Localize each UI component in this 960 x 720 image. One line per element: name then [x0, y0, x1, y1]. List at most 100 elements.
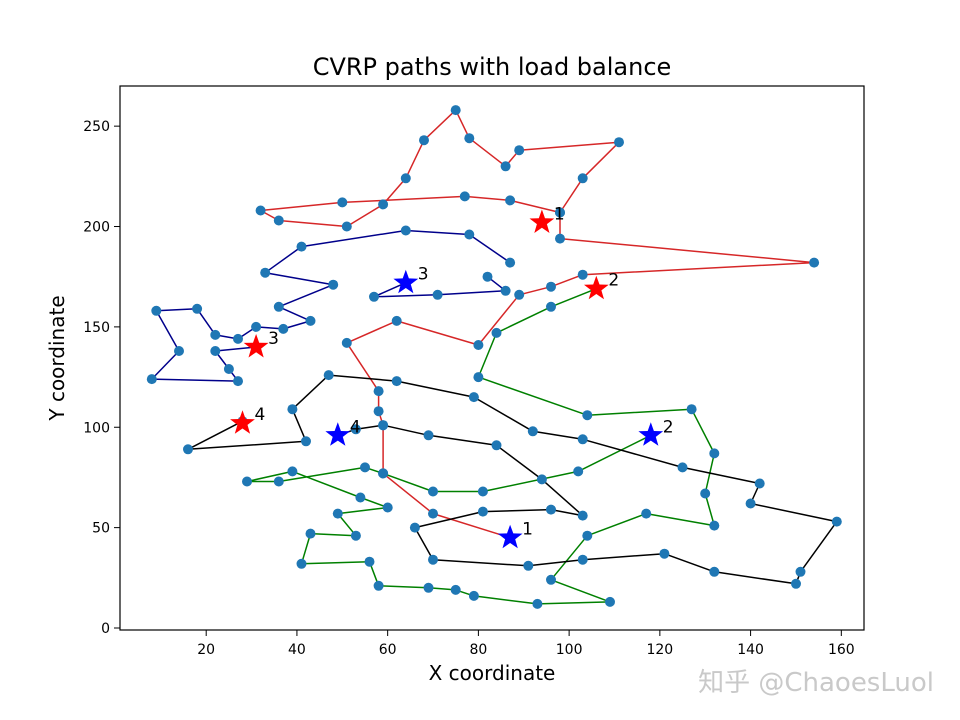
customer-point: [428, 554, 438, 565]
x-tick-label: 60: [379, 642, 397, 658]
customer-point: [423, 430, 434, 441]
y-tick-label: 250: [83, 119, 110, 135]
x-tick-label: 20: [197, 642, 215, 658]
depot-star: [497, 524, 523, 549]
customer-point: [546, 504, 556, 515]
customer-point: [809, 257, 820, 268]
x-tick-label: 40: [288, 642, 306, 658]
y-tick-label: 150: [83, 320, 110, 336]
depot-label: 2: [608, 271, 619, 291]
customer-point: [233, 333, 243, 344]
depot-label: 3: [268, 329, 279, 349]
routes-layer: [151, 109, 838, 605]
customer-point: [795, 566, 806, 577]
customer-point: [305, 528, 316, 539]
customer-point: [278, 323, 289, 334]
customer-point: [328, 279, 339, 290]
depot-label: 1: [554, 205, 565, 225]
customer-point: [450, 105, 461, 116]
customer-point: [373, 406, 384, 417]
customer-point: [477, 486, 488, 497]
customer-point: [428, 508, 438, 519]
customer-point: [192, 303, 203, 314]
y-tick-label: 200: [83, 220, 110, 236]
customer-point: [255, 205, 266, 216]
points-layer: [146, 105, 842, 609]
depot-label: 3: [418, 265, 429, 285]
customer-point: [745, 498, 756, 509]
route-line-green: [246, 288, 716, 605]
customer-point: [223, 364, 234, 374]
watermark-text: 知乎 @ChaoesLuol: [698, 668, 934, 698]
plot-area: 1 2 3 4 1 2 3 4: [146, 105, 842, 609]
customer-point: [532, 598, 543, 609]
customer-point: [432, 289, 443, 300]
customer-point: [151, 305, 162, 316]
customer-point: [337, 197, 348, 208]
customer-point: [146, 374, 157, 385]
route-line-black: [187, 374, 838, 585]
customer-point: [378, 468, 389, 479]
customer-point: [287, 466, 298, 477]
customer-point: [296, 558, 307, 569]
customer-point: [419, 135, 429, 146]
customer-point: [373, 386, 384, 397]
customer-point: [287, 404, 298, 415]
x-tick-label: 140: [737, 642, 764, 658]
customer-point: [210, 346, 221, 356]
depot-star: [230, 410, 255, 434]
customer-point: [251, 321, 262, 332]
depot-star: [393, 269, 419, 294]
customer-point: [423, 582, 434, 593]
customer-point: [527, 426, 538, 437]
x-tick-label: 160: [828, 642, 855, 658]
customer-point: [500, 161, 511, 172]
customer-point: [641, 508, 652, 519]
customer-point: [382, 502, 393, 513]
customer-point: [577, 510, 588, 521]
customer-point: [242, 476, 252, 487]
y-tick-label: 100: [83, 420, 110, 436]
customer-point: [709, 448, 720, 459]
customer-point: [332, 508, 343, 519]
customer-point: [233, 376, 243, 387]
customer-point: [409, 522, 420, 533]
customer-point: [482, 271, 493, 282]
customer-point: [523, 560, 534, 571]
customer-point: [369, 291, 379, 302]
customer-point: [577, 554, 588, 565]
customer-point: [477, 506, 488, 517]
customer-point: [577, 269, 588, 280]
customer-point: [546, 574, 556, 585]
x-tick-label: 100: [556, 642, 583, 658]
customer-point: [659, 548, 670, 559]
depot-label: 4: [350, 417, 361, 437]
customer-point: [464, 229, 475, 240]
customer-point: [505, 195, 516, 206]
customer-point: [459, 191, 470, 202]
route-line-blue: [151, 229, 511, 382]
x-axis-ticks: 20 40 60 80 100 120 140 160: [197, 630, 855, 658]
customer-point: [350, 424, 361, 435]
customer-point: [677, 462, 688, 473]
plot-frame: [119, 85, 865, 631]
customer-point: [577, 434, 588, 445]
depot-label: 1: [522, 520, 533, 540]
depot-label: 4: [254, 405, 265, 425]
customer-point: [391, 315, 402, 326]
customer-point: [360, 462, 370, 473]
customer-point: [468, 392, 479, 403]
customer-point: [791, 578, 801, 589]
customer-point: [754, 478, 765, 489]
y-tick-label: 50: [92, 521, 110, 537]
customer-point: [273, 476, 284, 487]
customer-point: [514, 289, 525, 300]
depot-star: [529, 209, 555, 233]
y-axis-ticks: 0 50 100 150 200 250: [83, 119, 120, 637]
customer-point: [428, 486, 438, 497]
customer-point: [183, 444, 193, 455]
chart-title: CVRP paths with load balance: [313, 53, 672, 81]
customer-point: [464, 133, 475, 144]
x-tick-label: 80: [469, 642, 487, 658]
customer-point: [341, 337, 352, 348]
